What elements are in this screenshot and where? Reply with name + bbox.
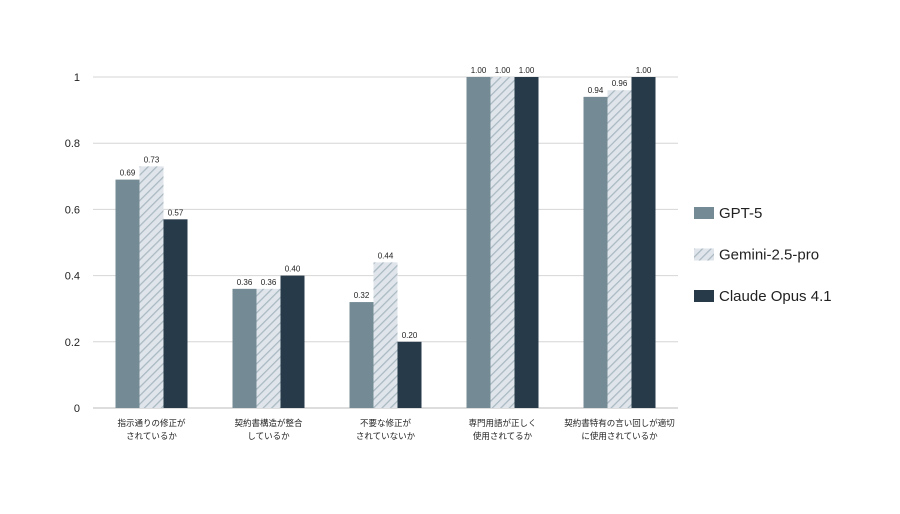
- legend-swatch: [694, 207, 714, 219]
- bar-gpt-5: [349, 302, 374, 408]
- y-tick-label: 0: [74, 403, 80, 415]
- category-label: 指示通りの修正が: [117, 418, 186, 429]
- legend-swatch: [694, 290, 714, 302]
- bar-gpt-5: [232, 288, 257, 408]
- legend-label: Gemini-2.5-pro: [719, 247, 819, 264]
- legend-label: GPT-5: [719, 205, 762, 222]
- category-label: 不要な修正が: [360, 418, 412, 429]
- y-tick-label: 0.2: [65, 337, 80, 349]
- bar-gpt-5: [466, 77, 491, 408]
- data-label: 0.73: [144, 155, 160, 164]
- bar-claude-opus-4-1: [397, 341, 422, 408]
- bar-gemini-2-5-pro: [373, 262, 398, 408]
- bar-claude-opus-4-1: [280, 275, 305, 408]
- data-label: 1.00: [471, 66, 487, 75]
- category-label: 専門用語が正しく: [468, 418, 536, 429]
- bar-gpt-5: [115, 179, 140, 408]
- bar-gemini-2-5-pro: [607, 90, 632, 409]
- data-label: 0.36: [237, 278, 253, 287]
- y-tick-label: 0.8: [65, 138, 80, 150]
- legend-swatch: [694, 248, 714, 261]
- bar-gpt-5: [583, 96, 608, 409]
- data-label: 0.44: [378, 251, 394, 260]
- bar-gemini-2-5-pro: [256, 288, 281, 408]
- category-label: 使用されてるか: [473, 431, 533, 442]
- legend-item: GPT-5: [694, 205, 762, 222]
- data-label: 0.40: [285, 265, 301, 274]
- data-label: 1.00: [636, 66, 652, 75]
- legend-label: Claude Opus 4.1: [719, 288, 832, 305]
- category-label: 契約書特有の言い回しが適切: [564, 418, 675, 429]
- data-label: 0.94: [588, 86, 604, 95]
- legend-item: Claude Opus 4.1: [694, 288, 832, 305]
- category-label: されていないか: [356, 432, 416, 442]
- data-label: 1.00: [519, 66, 535, 75]
- data-label: 1.00: [495, 66, 511, 75]
- category-label: されているか: [126, 432, 177, 442]
- bar-claude-opus-4-1: [163, 219, 188, 408]
- y-tick-label: 0.4: [65, 271, 80, 283]
- data-label: 0.57: [168, 208, 184, 217]
- data-label: 0.96: [612, 79, 628, 88]
- category-label: しているか: [247, 432, 290, 442]
- data-label: 0.32: [354, 291, 370, 300]
- y-tick-label: 1: [74, 72, 80, 84]
- bar-claude-opus-4-1: [514, 77, 539, 408]
- data-label: 0.36: [261, 278, 277, 287]
- bar-claude-opus-4-1: [631, 77, 656, 408]
- bars: 0.69 0.73 0.57 0.36 0.36 0.40 0.32 0.44 0.20 1.00…: [115, 66, 656, 409]
- category-label: 契約書構造が整合: [234, 418, 303, 429]
- category-label: に使用されているか: [581, 431, 658, 442]
- data-label: 0.69: [120, 169, 136, 178]
- y-tick-label: 0.6: [65, 204, 80, 216]
- bar-gemini-2-5-pro: [490, 77, 515, 408]
- legend: GPT-5 Gemini-2.5-pro Claude Opus 4.1: [694, 205, 832, 305]
- legend-item: Gemini-2.5-pro: [694, 247, 819, 264]
- bar-gemini-2-5-pro: [139, 166, 164, 408]
- data-label: 0.20: [402, 331, 418, 340]
